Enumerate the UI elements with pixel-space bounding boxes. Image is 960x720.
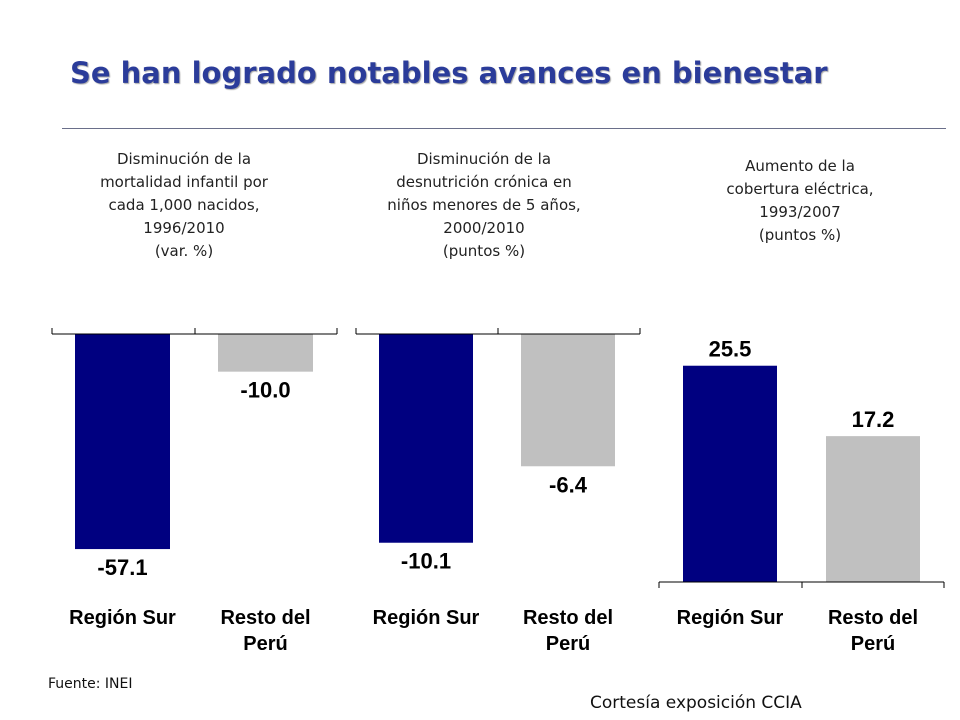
chart2-bar xyxy=(379,334,473,543)
chart2-value-label: -6.4 xyxy=(549,472,588,497)
chart3-value-label: 25.5 xyxy=(709,337,752,362)
courtesy-note: Cortesía exposición CCIA xyxy=(590,693,802,713)
chart2-category-label: Perú xyxy=(546,633,590,655)
chart1-subtitle-line: 1996/2010 xyxy=(143,219,225,237)
chart2-bar xyxy=(521,334,615,467)
chart1-subtitle: Disminución de la mortalidad infantil po… xyxy=(54,148,314,263)
chart2-subtitle: Disminución de la desnutrición crónica e… xyxy=(354,148,614,263)
chart1-value-label: -10.0 xyxy=(240,378,290,403)
chart1-bar xyxy=(75,334,170,550)
slide-title: Se han logrado notables avances en biene… xyxy=(70,56,828,90)
chart3-subtitle-line: (puntos %) xyxy=(758,226,842,244)
chart3-bar xyxy=(826,436,920,582)
chart1-subtitle-line: (var. %) xyxy=(154,242,214,260)
chart2-category-label: Resto del xyxy=(523,607,613,629)
chart2-subtitle-line: niños menores de 5 años, xyxy=(387,196,581,214)
chart3-subtitle-line: cobertura eléctrica, xyxy=(726,180,874,198)
chart3-category-label: Resto del xyxy=(828,607,918,629)
chart1-subtitle-line: Disminución de la xyxy=(116,150,252,168)
chart2-category-label: Región Sur xyxy=(373,607,480,629)
chart1-category-label: Región Sur xyxy=(69,607,176,629)
chart1-category-label: Resto del xyxy=(220,607,310,629)
chart2-subtitle-line: 2000/2010 xyxy=(443,219,525,237)
chart3-category-label: Perú xyxy=(851,633,895,655)
chart1-value-label: -57.1 xyxy=(97,555,147,580)
chart2-subtitle-line: desnutrición crónica en xyxy=(396,173,572,191)
chart3-bar xyxy=(683,365,777,582)
chart2-value-label: -10.1 xyxy=(401,549,451,574)
chart3-subtitle: Aumento de la cobertura eléctrica, 1993/… xyxy=(670,155,930,247)
chart1-subtitle-line: cada 1,000 nacidos, xyxy=(108,196,260,214)
chart2-subtitle-line: (puntos %) xyxy=(442,242,526,260)
title-divider xyxy=(62,128,946,129)
chart1-subtitle-line: mortalidad infantil por xyxy=(100,173,268,191)
chart3-category-label: Región Sur xyxy=(677,607,784,629)
chart1-bar xyxy=(218,334,313,372)
chart3-value-label: 17.2 xyxy=(852,407,895,432)
chart3-subtitle-line: 1993/2007 xyxy=(759,203,841,221)
source-note: Fuente: INEI xyxy=(48,676,133,692)
chart2-subtitle-line: Disminución de la xyxy=(416,150,552,168)
chart3-subtitle-line: Aumento de la xyxy=(745,157,855,175)
chart1-category-label: Perú xyxy=(243,633,287,655)
